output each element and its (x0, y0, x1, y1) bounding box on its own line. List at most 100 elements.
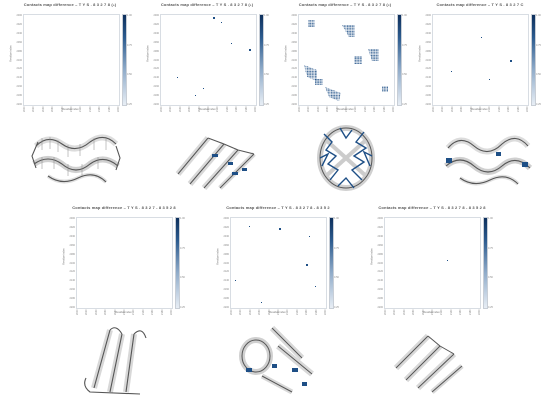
contact-point (309, 236, 310, 237)
protein-structure-icon (393, 333, 464, 394)
x-tick-label: 2080 (113, 309, 117, 315)
y-tick-label: 2120 (425, 67, 431, 71)
contact-map-plot (432, 14, 529, 106)
y-tick-label: 2080 (425, 49, 431, 53)
y-tick-label: 2180 (69, 297, 75, 301)
y-tick-label: 2100 (223, 261, 229, 265)
contact-point (213, 17, 215, 19)
contact-map-panel-2: Contacts map difference – T Y S . 8 3 2 … (142, 2, 272, 114)
highlight-region (212, 154, 218, 157)
y-tick-label: 2140 (223, 279, 229, 283)
y-tick-label: 2060 (223, 243, 229, 247)
x-tick-label: 2040 (94, 309, 98, 315)
x-tick-label: 2160 (151, 309, 155, 315)
colorbar-tick-label: 0.75 (334, 246, 339, 250)
colorbar-tick-label: 0.50 (334, 276, 339, 280)
x-tick-label: 2200 (254, 106, 257, 112)
x-tick-label: 2040 (178, 106, 182, 112)
x-tick-label: 2200 (392, 106, 395, 112)
contact-point (306, 264, 308, 266)
x-tick-label: 2000 (23, 106, 26, 112)
x-tick-label: 2180 (244, 106, 248, 112)
x-tick-label: 2040 (450, 106, 454, 112)
y-tick-label: 2140 (153, 76, 159, 80)
x-tick-label: 2020 (307, 106, 311, 112)
y-tick-label: 2020 (16, 22, 22, 26)
colorbar-tick-label: 1.00 (488, 217, 493, 220)
y-tick-label: 2200 (69, 306, 75, 309)
y-tick-label: 2180 (425, 94, 431, 98)
x-tick-label: 2100 (123, 309, 126, 315)
x-tick-label: 2120 (286, 309, 290, 315)
panel-title: Contacts map difference – T Y S . 8 3 2 … (226, 205, 330, 210)
colorbar-tick-label: 0.25 (127, 103, 132, 106)
x-tick-label: 2140 (497, 106, 501, 112)
x-tick-label: 2160 (235, 106, 239, 112)
x-tick-label: 2080 (421, 309, 425, 315)
contact-map-panel-4: Contacts map difference – T Y S . 8 3 2 … (414, 2, 546, 114)
highlight-region (446, 158, 452, 163)
contact-map-plot (23, 14, 120, 106)
y-tick-label: 2120 (16, 67, 22, 71)
protein-structure-icon (317, 125, 375, 191)
x-tick-label: 2040 (248, 309, 252, 315)
y-tick-label: 2120 (291, 67, 297, 71)
x-tick-label: 2100 (345, 106, 348, 112)
x-tick-label: 2000 (298, 106, 301, 112)
x-tick-label: 2000 (384, 309, 387, 315)
x-tick-label: 2060 (104, 309, 108, 315)
y-tick-label: 2120 (223, 270, 229, 274)
x-tick-label: 2020 (393, 309, 397, 315)
highlight-region (228, 162, 233, 165)
y-tick-label: 2020 (377, 225, 383, 229)
x-tick-label: 2160 (459, 309, 463, 315)
y-tick-label: 2040 (377, 234, 383, 238)
x-tick-label: 2100 (277, 309, 280, 315)
panel-title: Contacts map difference – T Y S . 8 3 2 … (378, 205, 486, 210)
x-tick-label: 2200 (324, 309, 327, 315)
colorbar-tick-label: 0.25 (180, 306, 185, 309)
y-tick-label: 2100 (153, 58, 159, 62)
colorbar-tick-label: 0.50 (180, 276, 185, 280)
colorbar-tick-label: 1.00 (536, 14, 541, 17)
y-tick-label: 2160 (69, 288, 75, 292)
x-tick-label: 2040 (41, 106, 45, 112)
colorbar (397, 14, 402, 106)
y-tick-label: 2200 (153, 103, 159, 106)
y-tick-label: 2100 (69, 261, 75, 265)
contact-cluster (354, 56, 362, 64)
contact-map-plot (76, 217, 173, 309)
y-tick-label: 2160 (153, 85, 159, 89)
highlight-region (242, 168, 247, 171)
contact-point (203, 88, 204, 89)
y-tick-label: 2180 (16, 94, 22, 98)
x-tick-label: 2100 (207, 106, 210, 112)
colorbar-tick-label: 1.00 (180, 217, 185, 220)
x-tick-label: 2020 (441, 106, 445, 112)
highlight-region (292, 368, 298, 372)
y-tick-label: 2000 (425, 14, 431, 17)
y-tick-label: 2080 (291, 49, 297, 53)
x-tick-label: 2020 (239, 309, 243, 315)
contact-map-panel-1: Contacts map difference – T Y S . 8 3 2 … (5, 2, 135, 114)
y-tick-label: 2100 (377, 261, 383, 265)
colorbar (531, 14, 536, 106)
y-tick-label: 2000 (153, 14, 159, 17)
y-tick-label: 2040 (425, 31, 431, 35)
highlight-region (522, 162, 528, 167)
x-axis-label: Residue index (423, 311, 440, 314)
x-tick-label: 2060 (188, 106, 192, 112)
contact-clusters (304, 20, 388, 101)
y-tick-label: 2200 (291, 103, 297, 106)
contact-point (195, 95, 196, 96)
panel-title: Contacts map difference – T Y S . 8 3 2 … (160, 2, 254, 7)
panel-title: Contacts map difference – T Y S . 8 3 2 … (72, 205, 176, 210)
x-tick-label: 2040 (316, 106, 320, 112)
highlight-region (232, 172, 238, 175)
highlight-region (246, 368, 252, 372)
y-tick-label: 2180 (223, 297, 229, 301)
colorbar-tick-label: 0.50 (488, 276, 493, 280)
y-tick-label: 2080 (69, 252, 75, 256)
contact-point (249, 226, 250, 227)
protein-structure-icon (444, 135, 533, 186)
